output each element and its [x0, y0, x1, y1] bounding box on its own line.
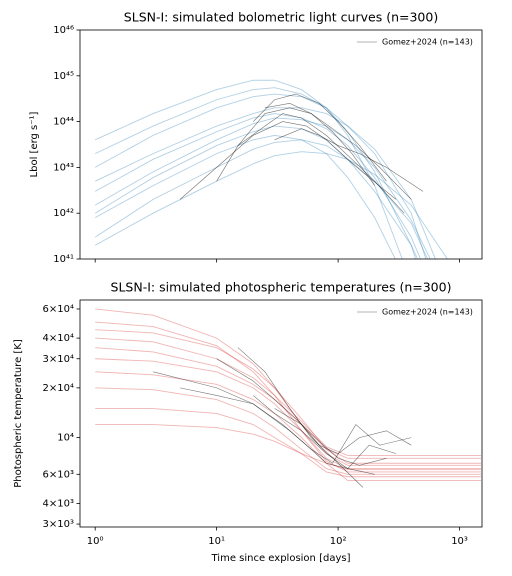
y-tick-label: 4×10⁴	[43, 333, 74, 344]
y-tick-label: 3×10⁴	[43, 354, 74, 365]
simulated-curve	[94, 113, 422, 259]
simulated-curve	[95, 358, 481, 470]
simulated-curve	[94, 125, 419, 259]
y-tick-label: 3×10³	[43, 519, 74, 530]
observed-curve	[264, 103, 412, 200]
axes-frame	[79, 299, 483, 528]
simulated-curve	[94, 134, 396, 259]
simulated-curve	[95, 371, 481, 481]
simulated-curve	[94, 117, 431, 259]
y-axis-label: Photospheric temperature [K]	[13, 339, 24, 488]
simulated-curve	[94, 79, 403, 259]
simulated-curve	[95, 408, 481, 478]
observed-curve	[237, 113, 405, 214]
y-tick-label: 10⁴¹	[53, 254, 74, 265]
observed-curve	[274, 128, 424, 192]
observed-curve	[153, 371, 375, 475]
simulated-curve	[95, 321, 481, 473]
legend-text: Gomez+2024 (n=143)	[382, 38, 473, 47]
legend-text: Gomez+2024 (n=143)	[382, 308, 473, 317]
y-tick-label: 6×10³	[43, 469, 74, 480]
y-tick-label: 10⁴³	[53, 162, 74, 173]
x-tick-label: 10¹	[208, 536, 225, 547]
y-tick-label: 10⁴⁶	[53, 25, 74, 36]
observed-curve	[253, 395, 397, 469]
x-tick-label: 10³	[451, 536, 468, 547]
simulated-curve	[94, 151, 448, 259]
observed-curve	[216, 107, 375, 186]
simulated-curve	[95, 337, 481, 456]
simulated-curve	[95, 424, 481, 471]
simulated-curve	[94, 93, 427, 259]
observed-curve	[252, 93, 387, 182]
x-axis-label: Time since explosion [days]	[211, 553, 351, 564]
simulated-curve	[94, 139, 429, 259]
observed-curve	[237, 347, 364, 488]
y-tick-label: 10⁴²	[53, 208, 74, 219]
simulated-curve	[94, 107, 436, 259]
simulated-curve	[95, 329, 481, 464]
y-tick-label: 10⁴⁴	[53, 117, 74, 128]
plot-area	[95, 308, 481, 488]
simulated-curve	[95, 347, 481, 459]
y-tick-label: 4×10³	[43, 498, 74, 509]
plot-area	[94, 79, 448, 259]
observed-curve	[216, 358, 387, 466]
simulated-curve	[95, 387, 481, 475]
axes-frame	[79, 29, 483, 260]
x-tick-label: 10²	[330, 536, 347, 547]
panel-title: SLSN-I: simulated photospheric temperatu…	[111, 280, 452, 295]
y-tick-label: 10⁴⁵	[53, 71, 74, 82]
observed-curve	[274, 408, 412, 454]
y-tick-label: 6×10⁴	[43, 304, 74, 315]
y-axis-label: Lbol [erg s⁻¹]	[29, 111, 40, 177]
observed-curve	[180, 387, 412, 464]
y-tick-label: 10⁴	[57, 433, 74, 444]
observed-curve	[179, 121, 397, 200]
y-tick-label: 2×10⁴	[43, 383, 74, 394]
panel-title: SLSN-I: simulated bolometric light curve…	[124, 10, 438, 25]
x-tick-label: 10⁰	[87, 536, 104, 547]
